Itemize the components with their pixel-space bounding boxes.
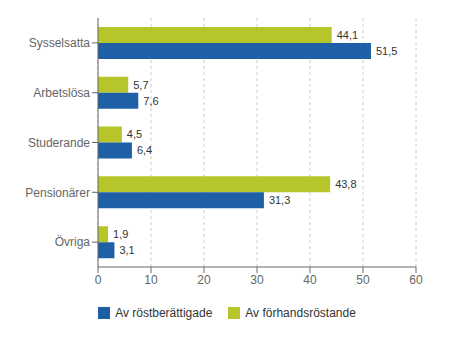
svg-text:50: 50 (356, 273, 370, 287)
svg-text:1,9: 1,9 (113, 228, 128, 240)
svg-text:Studerande: Studerande (28, 136, 90, 150)
svg-text:60: 60 (409, 273, 423, 287)
svg-text:43,8: 43,8 (335, 178, 356, 190)
svg-text:44,1: 44,1 (337, 29, 358, 41)
svg-text:20: 20 (197, 273, 211, 287)
svg-text:40: 40 (303, 273, 317, 287)
svg-text:30: 30 (250, 273, 264, 287)
svg-text:10: 10 (144, 273, 158, 287)
svg-text:6,4: 6,4 (137, 144, 152, 156)
svg-text:0: 0 (95, 273, 102, 287)
svg-text:7,6: 7,6 (143, 95, 158, 107)
svg-text:Övriga: Övriga (55, 235, 91, 249)
svg-text:3,1: 3,1 (119, 244, 134, 256)
svg-text:Arbetslösa: Arbetslösa (33, 86, 90, 100)
svg-text:5,7: 5,7 (133, 79, 148, 91)
svg-text:51,5: 51,5 (376, 45, 397, 57)
svg-text:4,5: 4,5 (127, 128, 142, 140)
svg-text:31,3: 31,3 (269, 194, 290, 206)
svg-text:Sysselsatta: Sysselsatta (29, 36, 91, 50)
svg-text:Pensionärer: Pensionärer (25, 186, 90, 200)
html-text:Av förhandsröstande: Av förhandsröstande (245, 306, 356, 320)
html-text:Av röstberättigade: Av röstberättigade (115, 306, 213, 320)
